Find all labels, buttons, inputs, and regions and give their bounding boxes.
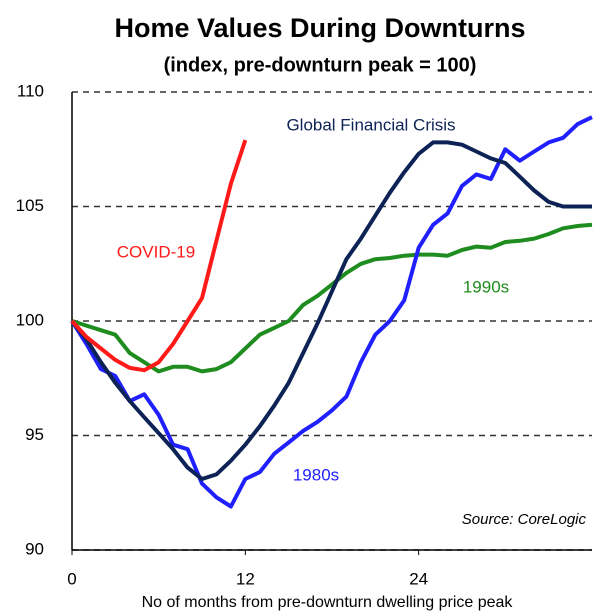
series-label: 1990s bbox=[463, 277, 509, 296]
y-tick-label: 110 bbox=[17, 81, 44, 100]
chart-title: Home Values During Downturns bbox=[114, 13, 525, 43]
x-axis-label: No of months from pre-downturn dwelling … bbox=[142, 594, 514, 611]
series-line bbox=[70, 115, 593, 509]
x-tick-label: 0 bbox=[67, 569, 76, 588]
y-tick-label: 105 bbox=[16, 196, 44, 215]
x-tick-label: 12 bbox=[236, 569, 255, 588]
y-tick-label: 90 bbox=[25, 539, 44, 558]
series-label: 1980s bbox=[293, 465, 339, 484]
chart-subtitle: (index, pre-downturn peak = 100) bbox=[164, 54, 477, 76]
y-tick-label: 100 bbox=[16, 310, 44, 329]
source-note: Source: CoreLogic bbox=[462, 511, 587, 528]
x-tick-label: 24 bbox=[409, 569, 428, 588]
series-line bbox=[70, 140, 592, 481]
y-tick-label: 95 bbox=[25, 425, 44, 444]
series-line bbox=[70, 139, 248, 373]
series-label: Global Financial Crisis bbox=[286, 115, 455, 134]
series-line bbox=[71, 222, 593, 374]
series-label: COVID-19 bbox=[117, 242, 195, 261]
